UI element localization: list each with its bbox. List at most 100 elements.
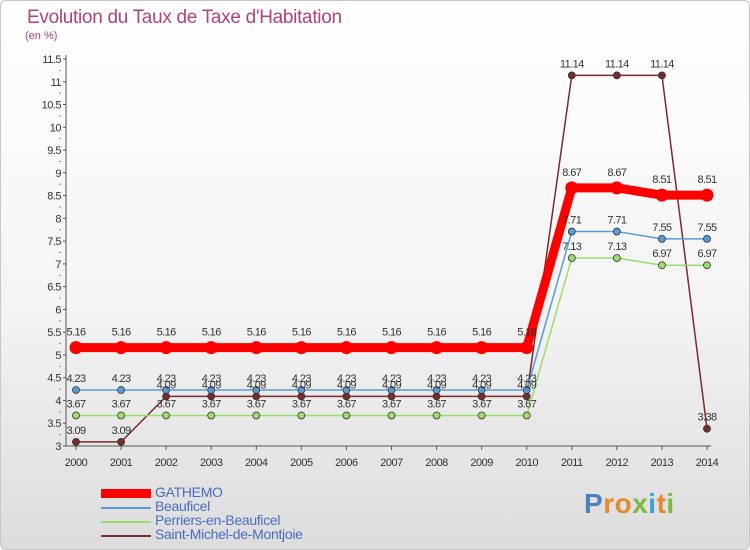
data-label: 5.16 bbox=[382, 327, 401, 339]
data-label: 7.71 bbox=[562, 215, 581, 227]
data-label: 3.67 bbox=[202, 398, 221, 410]
y-tick-label: 9.5 bbox=[47, 145, 61, 157]
y-tick-label: 8.5 bbox=[47, 191, 61, 203]
y-tick-label: 4 bbox=[55, 395, 61, 407]
data-point bbox=[297, 411, 306, 420]
x-tick-label: 2014 bbox=[696, 457, 719, 469]
data-point bbox=[477, 386, 486, 394]
data-label: 4.23 bbox=[382, 373, 401, 385]
data-point bbox=[522, 386, 531, 394]
brand-letter: i bbox=[648, 488, 657, 519]
data-label: 8.51 bbox=[652, 174, 671, 186]
x-tick-label: 2009 bbox=[470, 457, 493, 469]
x-tick-label: 2006 bbox=[335, 457, 358, 469]
series-line-0 bbox=[76, 183, 707, 353]
data-label: 5.16 bbox=[472, 327, 491, 339]
data-point bbox=[342, 386, 351, 394]
data-label: 3.67 bbox=[157, 398, 176, 410]
data-label: 4.09 bbox=[517, 379, 536, 391]
legend-label: GATHEMO bbox=[155, 484, 223, 500]
data-label: 5.16 bbox=[337, 327, 356, 339]
data-point bbox=[249, 341, 263, 355]
data-point bbox=[207, 386, 216, 394]
data-label: 5.16 bbox=[112, 327, 131, 339]
legend-swatch bbox=[101, 521, 151, 523]
data-point bbox=[565, 181, 579, 195]
data-label: 11.14 bbox=[605, 58, 629, 70]
y-tick-label: 10.5 bbox=[42, 100, 62, 112]
legend-label: Saint-Michel-de-Montjoie bbox=[155, 526, 303, 542]
data-point bbox=[162, 411, 171, 420]
data-label: 3.67 bbox=[337, 398, 356, 410]
data-label: 3.38 bbox=[697, 412, 716, 424]
brand-letter: x bbox=[632, 488, 649, 519]
data-point bbox=[294, 341, 308, 355]
x-tick-label: 2011 bbox=[561, 457, 583, 469]
data-label: 5.16 bbox=[427, 327, 446, 339]
data-label: 4.09 bbox=[382, 379, 401, 391]
y-tick-label: 11 bbox=[51, 77, 62, 89]
y-tick-label: 5 bbox=[55, 350, 61, 362]
data-label: 3.67 bbox=[112, 398, 131, 410]
data-point bbox=[612, 227, 621, 236]
data-label: 4.23 bbox=[202, 373, 221, 385]
data-label: 3.67 bbox=[382, 398, 401, 410]
data-label: 6.97 bbox=[652, 248, 671, 260]
data-point bbox=[385, 341, 398, 355]
data-label: 7.55 bbox=[697, 222, 716, 234]
data-point bbox=[655, 188, 669, 202]
data-label: 4.23 bbox=[112, 373, 131, 385]
data-point bbox=[703, 261, 711, 270]
data-label: 4.23 bbox=[292, 373, 311, 385]
x-tick-label: 2002 bbox=[155, 457, 178, 469]
data-point bbox=[430, 341, 444, 355]
data-point bbox=[72, 438, 80, 446]
data-point bbox=[520, 341, 534, 355]
data-label: 3.09 bbox=[66, 425, 85, 437]
data-label: 5.16 bbox=[202, 327, 221, 339]
data-label: 6.97 bbox=[697, 248, 716, 260]
data-label: 4.09 bbox=[337, 379, 356, 391]
brand-letter: i bbox=[666, 488, 675, 519]
y-tick-label: 11.5 bbox=[42, 54, 61, 66]
data-label: 4.09 bbox=[427, 379, 446, 391]
data-point bbox=[610, 181, 624, 195]
data-label: 5.16 bbox=[247, 327, 266, 339]
data-label: 8.67 bbox=[562, 167, 581, 179]
data-label: 7.55 bbox=[652, 222, 671, 234]
brand-logo: Proxiti bbox=[584, 488, 675, 520]
data-label: 5.16 bbox=[66, 327, 85, 339]
data-label: 3.09 bbox=[112, 425, 131, 437]
data-point bbox=[252, 386, 261, 394]
data-point bbox=[475, 341, 489, 355]
data-point bbox=[117, 438, 125, 446]
data-point bbox=[567, 254, 576, 262]
data-label: 5.16 bbox=[517, 327, 536, 339]
x-tick-label: 2000 bbox=[65, 457, 88, 469]
data-label: 7.71 bbox=[607, 215, 626, 227]
brand-letter: t bbox=[656, 488, 667, 519]
data-point bbox=[432, 386, 441, 394]
data-label: 5.16 bbox=[157, 327, 176, 339]
data-point bbox=[117, 411, 125, 420]
data-point bbox=[387, 411, 396, 420]
data-label: 4.23 bbox=[472, 373, 491, 385]
x-tick-label: 2010 bbox=[515, 457, 538, 469]
data-label: 3.67 bbox=[472, 398, 491, 410]
data-label: 7.13 bbox=[562, 241, 581, 253]
data-point bbox=[117, 386, 125, 394]
x-tick-label: 2005 bbox=[290, 457, 313, 469]
data-point bbox=[658, 234, 666, 243]
data-point bbox=[159, 341, 173, 355]
data-point bbox=[72, 411, 80, 420]
y-tick-label: 10 bbox=[50, 122, 62, 134]
data-label: 3.67 bbox=[66, 398, 85, 410]
data-point bbox=[69, 341, 83, 355]
legend-label: Perriers-en-Beauficel bbox=[155, 512, 281, 528]
data-label: 4.23 bbox=[247, 373, 266, 385]
y-tick-label: 7 bbox=[55, 259, 61, 271]
data-label: 4.23 bbox=[66, 373, 85, 385]
data-label: 4.23 bbox=[517, 373, 536, 385]
y-tick-label: 3 bbox=[55, 441, 61, 453]
